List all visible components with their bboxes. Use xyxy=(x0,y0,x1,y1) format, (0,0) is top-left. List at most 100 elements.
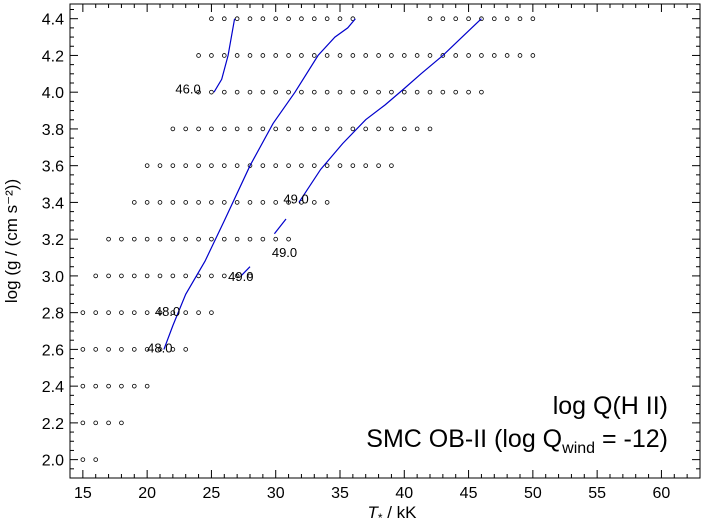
contour-lines xyxy=(163,18,482,350)
grid-point xyxy=(183,347,189,352)
grid-point xyxy=(337,126,343,132)
grid-point xyxy=(260,89,266,95)
grid-point xyxy=(440,16,446,21)
grid-point xyxy=(183,273,189,279)
grid-point xyxy=(273,200,279,205)
x-tick-label: 55 xyxy=(588,485,606,502)
grid-point xyxy=(106,347,111,352)
grid-point xyxy=(234,200,240,205)
grid-point xyxy=(170,236,176,242)
contour-line-48.0 xyxy=(163,18,356,350)
grid-point xyxy=(196,53,201,58)
grid-point xyxy=(311,16,317,21)
grid-point xyxy=(106,383,111,389)
grid-point xyxy=(119,420,124,426)
grid-point xyxy=(170,163,176,168)
grid-point xyxy=(209,273,214,279)
axis-ticks: 15 20 25 30 35 40 45 50 55 60 2.0 2.2 2.4 2.6 2.8 3.0 3.… xyxy=(42,4,701,502)
grid-point xyxy=(196,89,201,95)
grid-point xyxy=(389,163,394,168)
grid-point xyxy=(376,53,381,58)
grid-point xyxy=(221,273,227,279)
grid-point xyxy=(234,236,240,242)
grid-point xyxy=(260,236,266,242)
grid-point xyxy=(80,420,86,426)
grid-point xyxy=(273,126,279,132)
y-tick-label: 2.6 xyxy=(42,342,64,359)
y-tick-label: 3.0 xyxy=(42,269,64,286)
grid-point xyxy=(170,273,176,279)
grid-point xyxy=(311,89,317,95)
model-grid-points xyxy=(80,16,536,462)
grid-point xyxy=(311,126,317,132)
y-tick-label: 2.0 xyxy=(42,453,64,470)
grid-point xyxy=(427,16,433,21)
x-tick-label: 35 xyxy=(331,485,349,502)
grid-point xyxy=(504,16,510,21)
grid-point xyxy=(157,347,163,352)
grid-point xyxy=(119,273,124,279)
grid-point xyxy=(273,53,279,58)
grid-point xyxy=(170,200,176,205)
grid-point xyxy=(479,89,484,95)
grid-point xyxy=(427,89,433,95)
grid-point xyxy=(247,126,253,132)
grid-point xyxy=(453,89,459,95)
grid-point xyxy=(286,53,291,58)
grid-point xyxy=(247,16,253,21)
grid-point xyxy=(324,89,330,95)
grid-point xyxy=(119,236,124,242)
grid-point xyxy=(93,347,99,352)
grid-point xyxy=(144,347,150,352)
grid-point xyxy=(221,236,227,242)
chart-subtitle: SMC OB-II (log Qwind = -12) xyxy=(366,425,668,457)
grid-point xyxy=(401,126,407,132)
grid-point xyxy=(376,126,381,132)
grid-point xyxy=(119,347,124,352)
grid-point xyxy=(209,200,214,205)
grid-point xyxy=(144,383,150,389)
grid-point xyxy=(324,163,330,168)
y-axis-label: log (g / (cm s⁻²)) xyxy=(2,179,21,303)
grid-point xyxy=(440,89,446,95)
plot-frame xyxy=(69,3,701,479)
grid-point xyxy=(93,420,99,426)
grid-point xyxy=(466,89,471,95)
grid-point xyxy=(106,236,111,242)
grid-point xyxy=(106,310,111,315)
grid-point xyxy=(131,236,137,242)
grid-point xyxy=(131,273,137,279)
contour-label: 48.0 xyxy=(155,304,180,319)
grid-point xyxy=(337,16,343,21)
grid-point xyxy=(157,273,163,279)
contour-line-49.0 xyxy=(273,218,287,235)
grid-point xyxy=(80,347,86,352)
grid-point xyxy=(144,273,150,279)
contour-line-46.0 xyxy=(213,18,236,93)
grid-point xyxy=(324,126,330,132)
grid-point xyxy=(363,53,369,58)
grid-point xyxy=(286,89,291,95)
grid-point xyxy=(183,310,189,315)
grid-point xyxy=(209,163,214,168)
grid-point xyxy=(221,16,227,21)
grid-point xyxy=(93,273,99,279)
grid-point xyxy=(234,163,240,168)
grid-point xyxy=(260,126,266,132)
contour-line-49.0 xyxy=(240,266,251,277)
grid-point xyxy=(196,163,201,168)
contour-label: 48.0 xyxy=(147,341,172,356)
grid-point xyxy=(144,200,150,205)
grid-point xyxy=(479,16,484,21)
grid-point xyxy=(221,53,227,58)
grid-point xyxy=(247,163,253,168)
grid-point xyxy=(273,236,279,242)
grid-point xyxy=(389,126,394,132)
grid-point xyxy=(466,53,471,58)
grid-point xyxy=(106,273,111,279)
grid-point xyxy=(119,310,124,315)
y-tick-label: 3.2 xyxy=(42,232,64,249)
grid-point xyxy=(196,236,201,242)
grid-point xyxy=(324,16,330,21)
